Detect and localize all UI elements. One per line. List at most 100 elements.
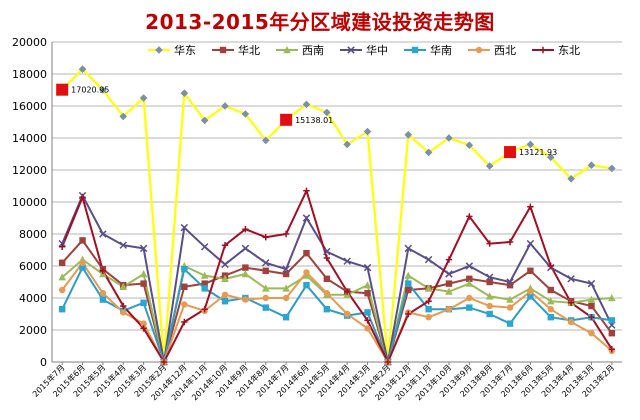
data-point — [242, 296, 249, 303]
data-point — [78, 65, 87, 73]
data-point — [181, 266, 188, 273]
data-point — [58, 243, 66, 250]
data-point — [221, 102, 229, 110]
y-tick-label: 2000 — [19, 324, 47, 337]
data-point — [364, 290, 371, 297]
data-point — [608, 346, 616, 353]
annotation-marker — [280, 113, 293, 126]
data-point — [526, 140, 535, 149]
data-point — [445, 134, 453, 142]
series-line-4 — [61, 193, 613, 363]
data-point — [99, 290, 107, 297]
data-point — [425, 306, 432, 313]
data-point — [364, 325, 371, 332]
series-line-2 — [61, 238, 613, 366]
y-tick-label: 16000 — [12, 100, 47, 113]
data-point — [343, 140, 351, 149]
legend-label: 华北 — [238, 43, 260, 57]
data-point — [587, 161, 596, 169]
data-point — [486, 278, 493, 286]
data-point — [404, 271, 413, 279]
data-point — [547, 262, 554, 270]
data-point — [323, 275, 331, 282]
data-point — [200, 116, 209, 125]
data-point — [343, 310, 351, 318]
data-point — [303, 269, 310, 276]
data-point — [527, 293, 534, 300]
data-point — [445, 306, 453, 313]
data-point — [99, 230, 107, 238]
y-tick-label: 18000 — [12, 68, 47, 81]
data-point — [181, 318, 188, 326]
data-point — [262, 234, 269, 241]
data-point — [282, 294, 290, 302]
legend-marker — [475, 46, 483, 54]
data-point — [506, 295, 514, 303]
data-point — [58, 273, 66, 281]
data-point — [547, 306, 554, 313]
data-point — [588, 302, 595, 310]
data-point — [445, 256, 453, 263]
data-point — [527, 267, 534, 274]
data-point — [546, 153, 555, 161]
data-point — [119, 282, 128, 290]
data-point — [485, 292, 494, 300]
data-point — [343, 257, 351, 265]
data-point — [363, 127, 372, 136]
data-point — [608, 330, 616, 337]
data-point — [242, 264, 249, 271]
series-line-6 — [61, 261, 613, 365]
data-point — [262, 304, 269, 311]
data-point — [404, 131, 413, 139]
annotation-label: 15138.01 — [295, 116, 333, 125]
data-point — [323, 290, 331, 297]
series-line-5 — [61, 265, 612, 366]
annotation-marker — [504, 146, 517, 159]
data-point — [261, 136, 270, 145]
legend-label: 华中 — [366, 43, 388, 57]
data-point — [465, 262, 474, 270]
data-point — [608, 317, 616, 324]
data-point — [445, 270, 453, 278]
data-point — [221, 291, 229, 298]
data-point — [323, 108, 331, 117]
data-point — [567, 299, 575, 306]
data-point — [466, 213, 473, 220]
data-point — [567, 175, 575, 183]
y-tick-label: 8000 — [19, 228, 47, 241]
data-point — [302, 100, 311, 109]
data-point — [282, 284, 290, 292]
data-point — [405, 280, 412, 287]
data-point — [587, 279, 596, 288]
data-point — [364, 317, 371, 324]
data-point — [58, 306, 66, 313]
data-point — [363, 281, 372, 289]
data-point — [241, 244, 250, 253]
data-point — [506, 304, 514, 311]
data-point — [363, 263, 372, 272]
data-point — [506, 238, 514, 246]
data-point — [200, 243, 209, 251]
legend-marker — [411, 46, 419, 54]
data-point — [405, 286, 412, 294]
data-point — [567, 275, 575, 283]
data-point — [120, 309, 127, 316]
data-point — [485, 162, 494, 170]
data-point — [526, 239, 535, 248]
legend-marker — [347, 46, 355, 54]
data-point — [466, 275, 473, 282]
data-point — [201, 285, 208, 292]
data-point — [79, 259, 86, 266]
data-point — [547, 314, 554, 321]
data-point — [261, 284, 270, 292]
data-point — [180, 223, 189, 232]
data-point — [160, 358, 168, 366]
data-point — [506, 320, 514, 327]
data-point — [139, 94, 148, 102]
data-point — [221, 260, 229, 269]
data-point — [527, 203, 534, 210]
data-point — [587, 295, 596, 303]
legend-label: 西北 — [494, 44, 516, 57]
data-point — [424, 148, 433, 157]
